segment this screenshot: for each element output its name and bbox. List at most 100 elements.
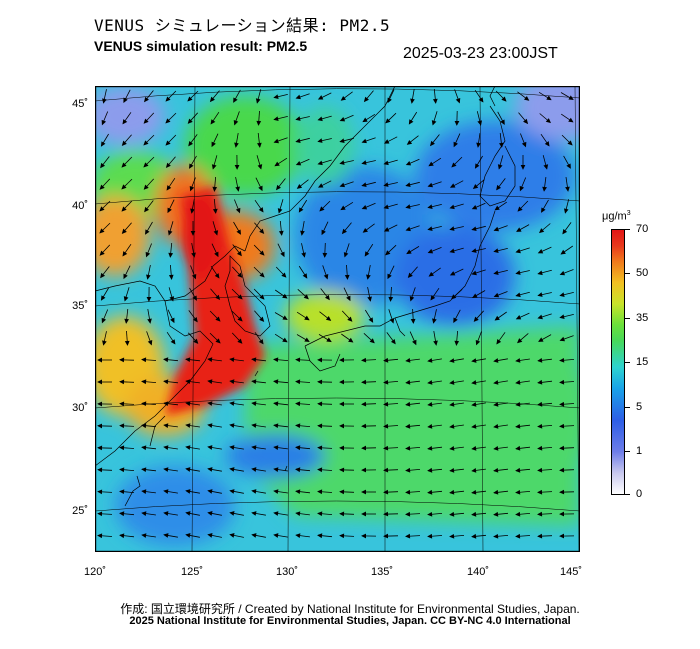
wind-arrow-head — [229, 467, 235, 472]
wind-arrow-head — [478, 97, 484, 103]
colorbar-tick — [625, 451, 630, 452]
wind-arrow-head — [472, 293, 478, 298]
lat-label-35: 35˚ — [72, 300, 88, 312]
wind-arrow-head — [361, 182, 367, 188]
wind-arrow-head — [347, 316, 353, 322]
wind-arrow-head — [367, 296, 372, 302]
wind-arrow-head — [515, 292, 521, 298]
wind-arrow-head — [141, 357, 147, 363]
wind-arrow-head — [383, 423, 389, 429]
colorbar-label-5: 5 — [636, 401, 643, 413]
wind-arrow-head — [430, 140, 435, 147]
wind-arrow-head — [209, 96, 215, 103]
wind-arrow-head — [213, 230, 219, 236]
wind-arrow-head — [317, 489, 323, 495]
wind-arrow-head — [207, 401, 213, 406]
wind-arrow-head — [497, 164, 503, 170]
wind-arrow-head — [537, 270, 543, 276]
wind-arrow-head — [565, 186, 570, 192]
wind-arrow-head — [471, 511, 477, 517]
wind-arrow-head — [515, 511, 521, 517]
wind-arrow-head — [273, 489, 279, 494]
wind-arrow-head — [317, 445, 323, 451]
wind-arrow-head — [339, 511, 345, 517]
wind-arrow-head — [295, 489, 301, 494]
wind-arrow-head — [493, 292, 500, 298]
wind-arrow-head — [433, 340, 438, 346]
wind-arrow-head — [339, 445, 345, 451]
wind-arrow-head — [97, 357, 102, 363]
wind-arrow-head — [163, 379, 169, 385]
wind-arrow-head — [317, 511, 323, 517]
wind-arrow-head — [405, 511, 411, 517]
wind-arrow-head — [496, 338, 502, 345]
wind-arrow-head — [473, 316, 479, 322]
wind-arrow-head — [339, 489, 345, 495]
wind-arrow-head — [430, 295, 436, 301]
colorbar-tick — [625, 494, 630, 495]
wind-arrow-head — [405, 423, 411, 429]
wind-arrow-head — [102, 340, 107, 346]
wind-arrow-head — [515, 424, 521, 429]
wind-arrow-head — [361, 533, 367, 539]
wind-arrow-head — [568, 117, 574, 123]
colorbar-tick — [625, 407, 630, 408]
wind-arrow-head — [191, 274, 197, 280]
wind-arrow-head — [493, 270, 499, 276]
wind-arrow-head — [215, 294, 221, 301]
wind-arrow-head — [273, 445, 279, 450]
wind-arrow-head — [405, 467, 411, 473]
wind-arrow-head — [100, 141, 106, 147]
wind-arrow-head — [251, 357, 257, 362]
wind-arrow-head — [189, 163, 194, 169]
wind-arrow-head — [97, 401, 102, 407]
wind-arrow-head — [165, 96, 171, 102]
wind-arrow-head — [229, 401, 235, 406]
wind-arrow-head — [143, 140, 149, 146]
wind-arrow-head — [427, 380, 433, 385]
wind-arrow-head — [229, 533, 235, 538]
wind-arrow-head — [496, 184, 502, 191]
wind-arrow-head — [143, 162, 149, 168]
wind-arrow-head — [235, 207, 241, 214]
wind-arrow-head — [257, 164, 263, 170]
wind-arrow-head — [295, 467, 301, 473]
wind-arrow-head — [476, 142, 481, 148]
wind-arrow-head — [317, 183, 324, 188]
wind-arrow-head — [273, 379, 279, 385]
wind-arrow-head — [317, 95, 324, 100]
wind-arrow-head — [431, 120, 437, 126]
wind-arrow-head — [256, 120, 262, 126]
wind-arrow-head — [339, 138, 345, 144]
wind-arrow-head — [537, 489, 543, 495]
wind-arrow-head — [405, 358, 411, 363]
wind-arrow-head — [449, 511, 455, 517]
lon-label-125: 125˚ — [180, 566, 204, 578]
wind-arrow-head — [493, 248, 499, 254]
wind-arrow-head — [143, 118, 149, 124]
wind-arrow-head — [385, 118, 391, 124]
wind-arrow-head — [210, 119, 216, 125]
wind-arrow-head — [165, 118, 171, 124]
wind-arrow-head — [449, 533, 455, 539]
wind-arrow-head — [185, 467, 191, 472]
wind-arrow-head — [339, 423, 345, 429]
wind-arrow-head — [187, 96, 193, 102]
wind-arrow-head — [344, 274, 350, 280]
wind-arrow-head — [207, 445, 213, 450]
wind-arrow-head — [163, 445, 169, 450]
wind-arrow-head — [537, 467, 543, 473]
wind-arrow-head — [119, 533, 125, 539]
wind-arrow-head — [273, 138, 279, 144]
wind-arrow-head — [145, 251, 151, 258]
wind-arrow-head — [258, 339, 264, 345]
wind-arrow-head — [97, 445, 103, 451]
wind-arrow-head — [251, 401, 257, 406]
wind-arrow-head — [295, 401, 301, 407]
wind-arrow-head — [449, 468, 455, 473]
wind-arrow-head — [427, 533, 433, 539]
wind-arrow-head — [295, 160, 302, 166]
wind-arrow-head — [427, 489, 433, 495]
wind-arrow-head — [449, 489, 455, 495]
timestamp: 2025-03-23 23:00JST — [403, 45, 558, 62]
